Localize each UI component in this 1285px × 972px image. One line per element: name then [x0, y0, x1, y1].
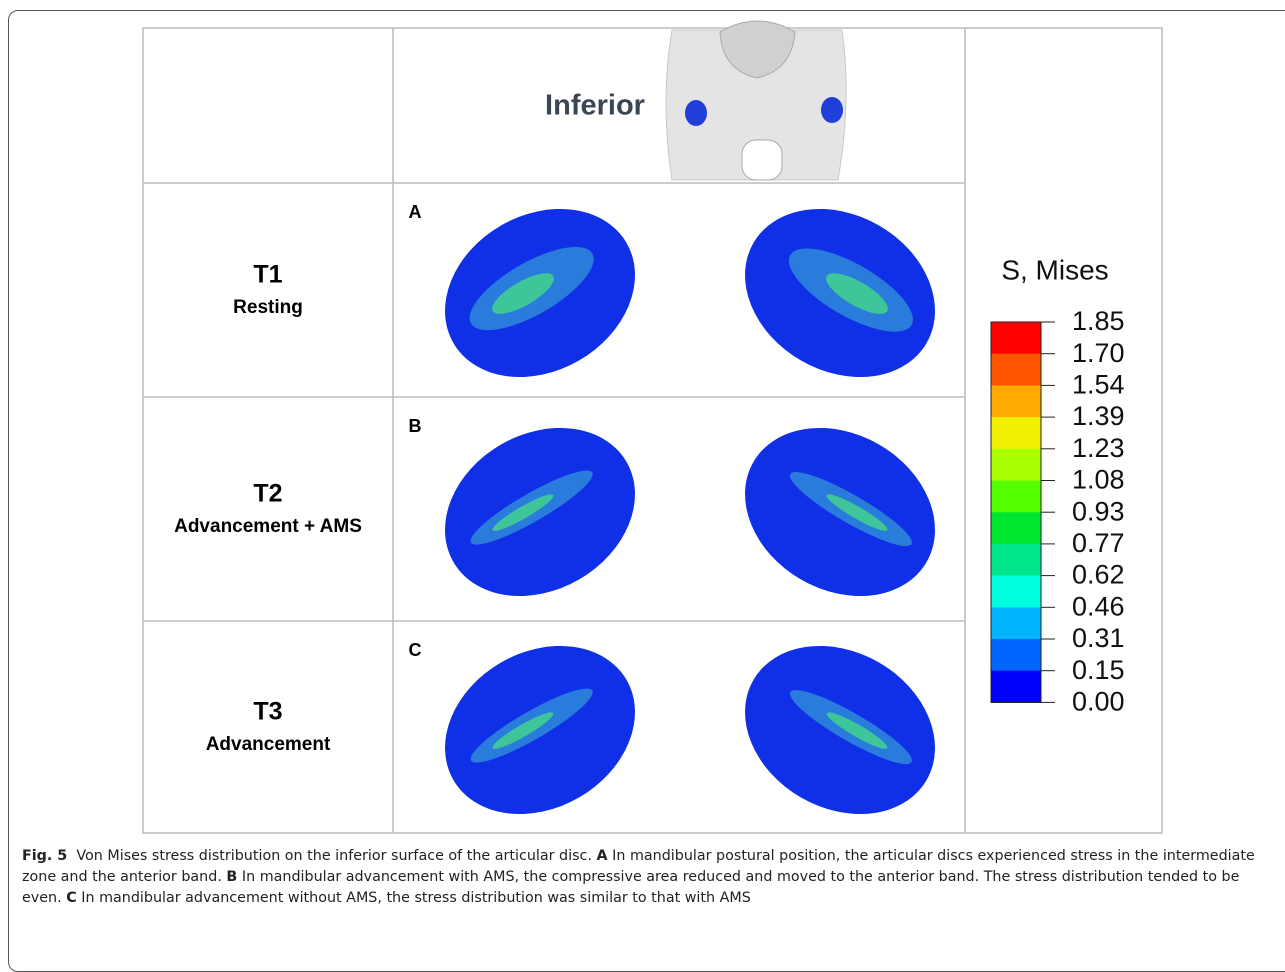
- skull-image: [666, 21, 846, 180]
- disc-image: [714, 612, 965, 845]
- legend-swatch: [991, 449, 1041, 481]
- legend-swatch: [991, 512, 1041, 544]
- disc-image: [714, 394, 965, 629]
- legend-tick-label: 0.46: [1072, 591, 1125, 621]
- disc-image: [414, 175, 665, 410]
- legend-swatch: [991, 544, 1041, 576]
- page: Inferior T1 Resting A T2 Advancement + AMS B T…: [0, 0, 1285, 956]
- legend-swatch: [991, 417, 1041, 449]
- caption-letter: C: [66, 890, 77, 906]
- legend-tick-label: 1.39: [1072, 401, 1125, 431]
- caption-label: Fig. 5: [22, 848, 67, 864]
- legend-swatch: [991, 354, 1041, 386]
- row-sublabel: Advancement + AMS: [174, 516, 362, 537]
- panel-letter: A: [409, 202, 422, 222]
- legend-tick-label: 1.54: [1072, 370, 1125, 400]
- legend-tick-label: 0.93: [1072, 496, 1125, 526]
- figure: Inferior T1 Resting A T2 Advancement + AMS B T…: [0, 0, 1285, 845]
- caption-part: In mandibular advancement without AMS, t…: [81, 890, 751, 906]
- row-label: T1: [253, 261, 282, 289]
- caption-text: Von Mises stress distribution on the inf…: [76, 848, 592, 864]
- row-label: T3: [253, 698, 282, 726]
- row-label: T2: [253, 480, 282, 508]
- disc-image: [414, 394, 665, 629]
- legend-swatch: [991, 671, 1041, 703]
- legend-swatch: [991, 607, 1041, 639]
- legend-swatch: [991, 639, 1041, 671]
- disc-image: [714, 175, 965, 410]
- panel-letter: C: [409, 640, 422, 660]
- caption-letter: A: [597, 848, 608, 864]
- legend-tick-label: 0.62: [1072, 560, 1125, 590]
- row-sublabel: Resting: [233, 297, 303, 318]
- disc-image: [414, 612, 665, 845]
- row-sublabel: Advancement: [206, 734, 331, 755]
- legend-tick-label: 1.08: [1072, 465, 1125, 495]
- legend-tick-label: 1.23: [1072, 433, 1125, 463]
- figure-caption: Fig. 5 Von Mises stress distribution on …: [22, 846, 1277, 909]
- legend-swatch: [991, 322, 1041, 354]
- legend-swatch: [991, 385, 1041, 417]
- legend-tick-label: 0.77: [1072, 528, 1125, 558]
- legend-swatch: [991, 576, 1041, 608]
- legend-tick-label: 1.70: [1072, 338, 1125, 368]
- legend-tick-label: 0.00: [1072, 687, 1125, 717]
- panel-letter: B: [409, 416, 422, 436]
- legend-tick-label: 0.31: [1072, 623, 1125, 653]
- legend-swatch: [991, 481, 1041, 513]
- legend-tick-label: 0.15: [1072, 655, 1125, 685]
- caption-letter: B: [226, 869, 237, 885]
- legend-tick-label: 1.85: [1072, 306, 1125, 336]
- legend-title: S, Mises: [1001, 254, 1108, 285]
- header-title: Inferior: [545, 90, 645, 122]
